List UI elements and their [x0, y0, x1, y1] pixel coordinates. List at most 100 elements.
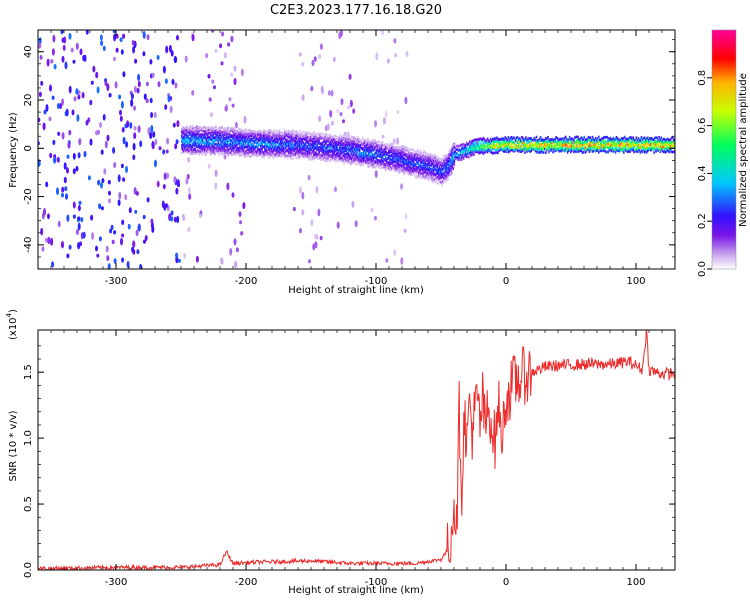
spectrogram-signal-cell	[282, 131, 285, 135]
spectrogram-signal-cell	[304, 156, 307, 159]
spectrogram-signal-cell	[408, 171, 411, 174]
spectrogram-signal-cell	[401, 148, 404, 151]
spectrogram-signal-cell	[428, 163, 431, 166]
spectrogram-signal-cell	[311, 151, 313, 154]
spectrogram-signal-cell	[236, 135, 238, 138]
spectrogram-signal-cell	[359, 155, 362, 159]
spectrogram-signal-cell	[274, 149, 277, 152]
spectrogram-signal-cell	[263, 129, 265, 133]
spectrogram-signal-cell	[549, 143, 551, 146]
spectrogram-noise-speck	[310, 85, 314, 92]
spectrogram-signal-cell	[498, 149, 500, 153]
spectrogram-signal-cell	[407, 161, 410, 165]
spectrogram-signal-cell	[598, 146, 600, 149]
spectrogram-signal-cell	[297, 152, 300, 155]
spectrogram-signal-cell	[591, 144, 594, 148]
spectrogram-signal-cell	[220, 148, 223, 152]
spectrogram-signal-cell	[664, 147, 667, 151]
spectrogram-signal-cell	[503, 143, 505, 146]
spectrogram-signal-cell	[562, 138, 565, 142]
spectrogram-signal-cell	[649, 137, 651, 140]
spectrogram-noise-speck	[64, 61, 68, 70]
spectrogram-signal-cell	[284, 156, 286, 159]
spectrogram-signal-cell	[457, 145, 460, 148]
spectrogram-signal-cell	[544, 147, 546, 151]
spectrogram-signal-cell	[663, 148, 666, 151]
spectrogram-signal-cell	[338, 154, 340, 157]
spectrogram-signal-cell	[602, 139, 604, 142]
spectrogram-noise-speck	[314, 241, 318, 249]
spectrogram-signal-cell	[182, 143, 184, 146]
spectrogram-signal-cell	[407, 156, 410, 159]
spectrogram-signal-cell	[663, 150, 666, 153]
spectrogram-signal-cell	[232, 134, 234, 137]
spectrogram-signal-cell	[592, 142, 595, 146]
spectrogram-signal-cell	[551, 147, 553, 151]
spectrogram-signal-cell	[556, 136, 558, 140]
spectrogram-signal-cell	[307, 150, 310, 154]
spectrogram-signal-cell	[338, 143, 340, 146]
spectrogram-signal-cell	[475, 138, 477, 141]
spectrogram-signal-cell	[336, 149, 338, 152]
spectrogram-signal-cell	[226, 139, 229, 143]
spectrogram-noise-speck	[137, 223, 141, 232]
spectrogram-signal-cell	[494, 146, 496, 149]
spectrogram-signal-cell	[396, 163, 398, 166]
spectrogram-signal-cell	[188, 137, 190, 140]
spectrogram-signal-cell	[348, 161, 350, 164]
spectrogram-signal-cell	[618, 141, 621, 145]
spectrogram-signal-cell	[195, 129, 198, 133]
spectrogram-signal-cell	[405, 168, 408, 171]
spectrogram-signal-cell	[609, 138, 612, 142]
spectrogram-noise-speck	[61, 240, 64, 249]
spectrogram-signal-cell	[581, 144, 583, 147]
spectrogram-signal-cell	[422, 152, 424, 155]
spectrogram-signal-cell	[264, 133, 266, 137]
spectrogram-signal-cell	[286, 154, 288, 158]
spectrogram-noise-speck	[231, 103, 235, 108]
spectrogram-noise-speck	[122, 33, 126, 39]
spectrogram-signal-cell	[404, 167, 407, 171]
spectrogram-signal-cell	[383, 151, 386, 154]
spectrogram-signal-cell	[287, 154, 289, 158]
spectrogram-signal-cell	[370, 162, 372, 166]
spectrogram-signal-cell	[337, 136, 339, 139]
spectrogram-signal-cell	[597, 148, 599, 152]
spectrogram-noise-speck	[214, 169, 218, 178]
spectrogram-signal-cell	[487, 149, 490, 152]
spectrogram-signal-cell	[189, 145, 191, 148]
spectrogram-signal-cell	[461, 154, 464, 157]
spectrogram-signal-cell	[446, 159, 448, 163]
spectrogram-signal-cell	[269, 141, 271, 144]
spectrogram-signal-cell	[256, 133, 259, 136]
spectrogram-signal-cell	[303, 147, 306, 151]
spectrogram-signal-cell	[297, 142, 300, 146]
spectrogram-signal-cell	[645, 140, 648, 143]
spectrogram-signal-cell	[471, 140, 473, 143]
spectrogram-signal-cell	[233, 152, 235, 155]
spectrogram-signal-cell	[192, 152, 194, 156]
spectrogram-signal-cell	[351, 139, 354, 143]
spectrogram-signal-cell	[228, 151, 231, 155]
spectrogram-signal-cell	[192, 147, 194, 151]
spectrogram-signal-cell	[375, 148, 378, 152]
spectrogram-signal-cell	[628, 149, 630, 153]
spectrogram-signal-cell	[435, 168, 438, 172]
spectrogram-signal-cell	[560, 137, 563, 141]
spectrogram-signal-cell	[627, 143, 629, 147]
spectrogram-signal-cell	[302, 152, 305, 155]
spectrogram-signal-cell	[215, 135, 217, 139]
spectrogram-noise-speck	[153, 112, 157, 118]
spectrogram-signal-cell	[514, 144, 517, 147]
spectrogram-signal-cell	[433, 165, 436, 169]
spectrogram-signal-cell	[572, 147, 574, 150]
spectrogram-noise-speck	[39, 55, 43, 60]
spectrogram-signal-cell	[245, 145, 248, 148]
spectrogram-signal-cell	[289, 154, 291, 158]
spectrogram-signal-cell	[308, 143, 311, 147]
spectrogram-signal-cell	[266, 134, 268, 137]
spectrogram-signal-cell	[291, 144, 293, 148]
spectrogram-noise-speck	[150, 112, 154, 118]
spectrogram-signal-cell	[225, 134, 228, 138]
spectrogram-signal-cell	[199, 146, 202, 150]
